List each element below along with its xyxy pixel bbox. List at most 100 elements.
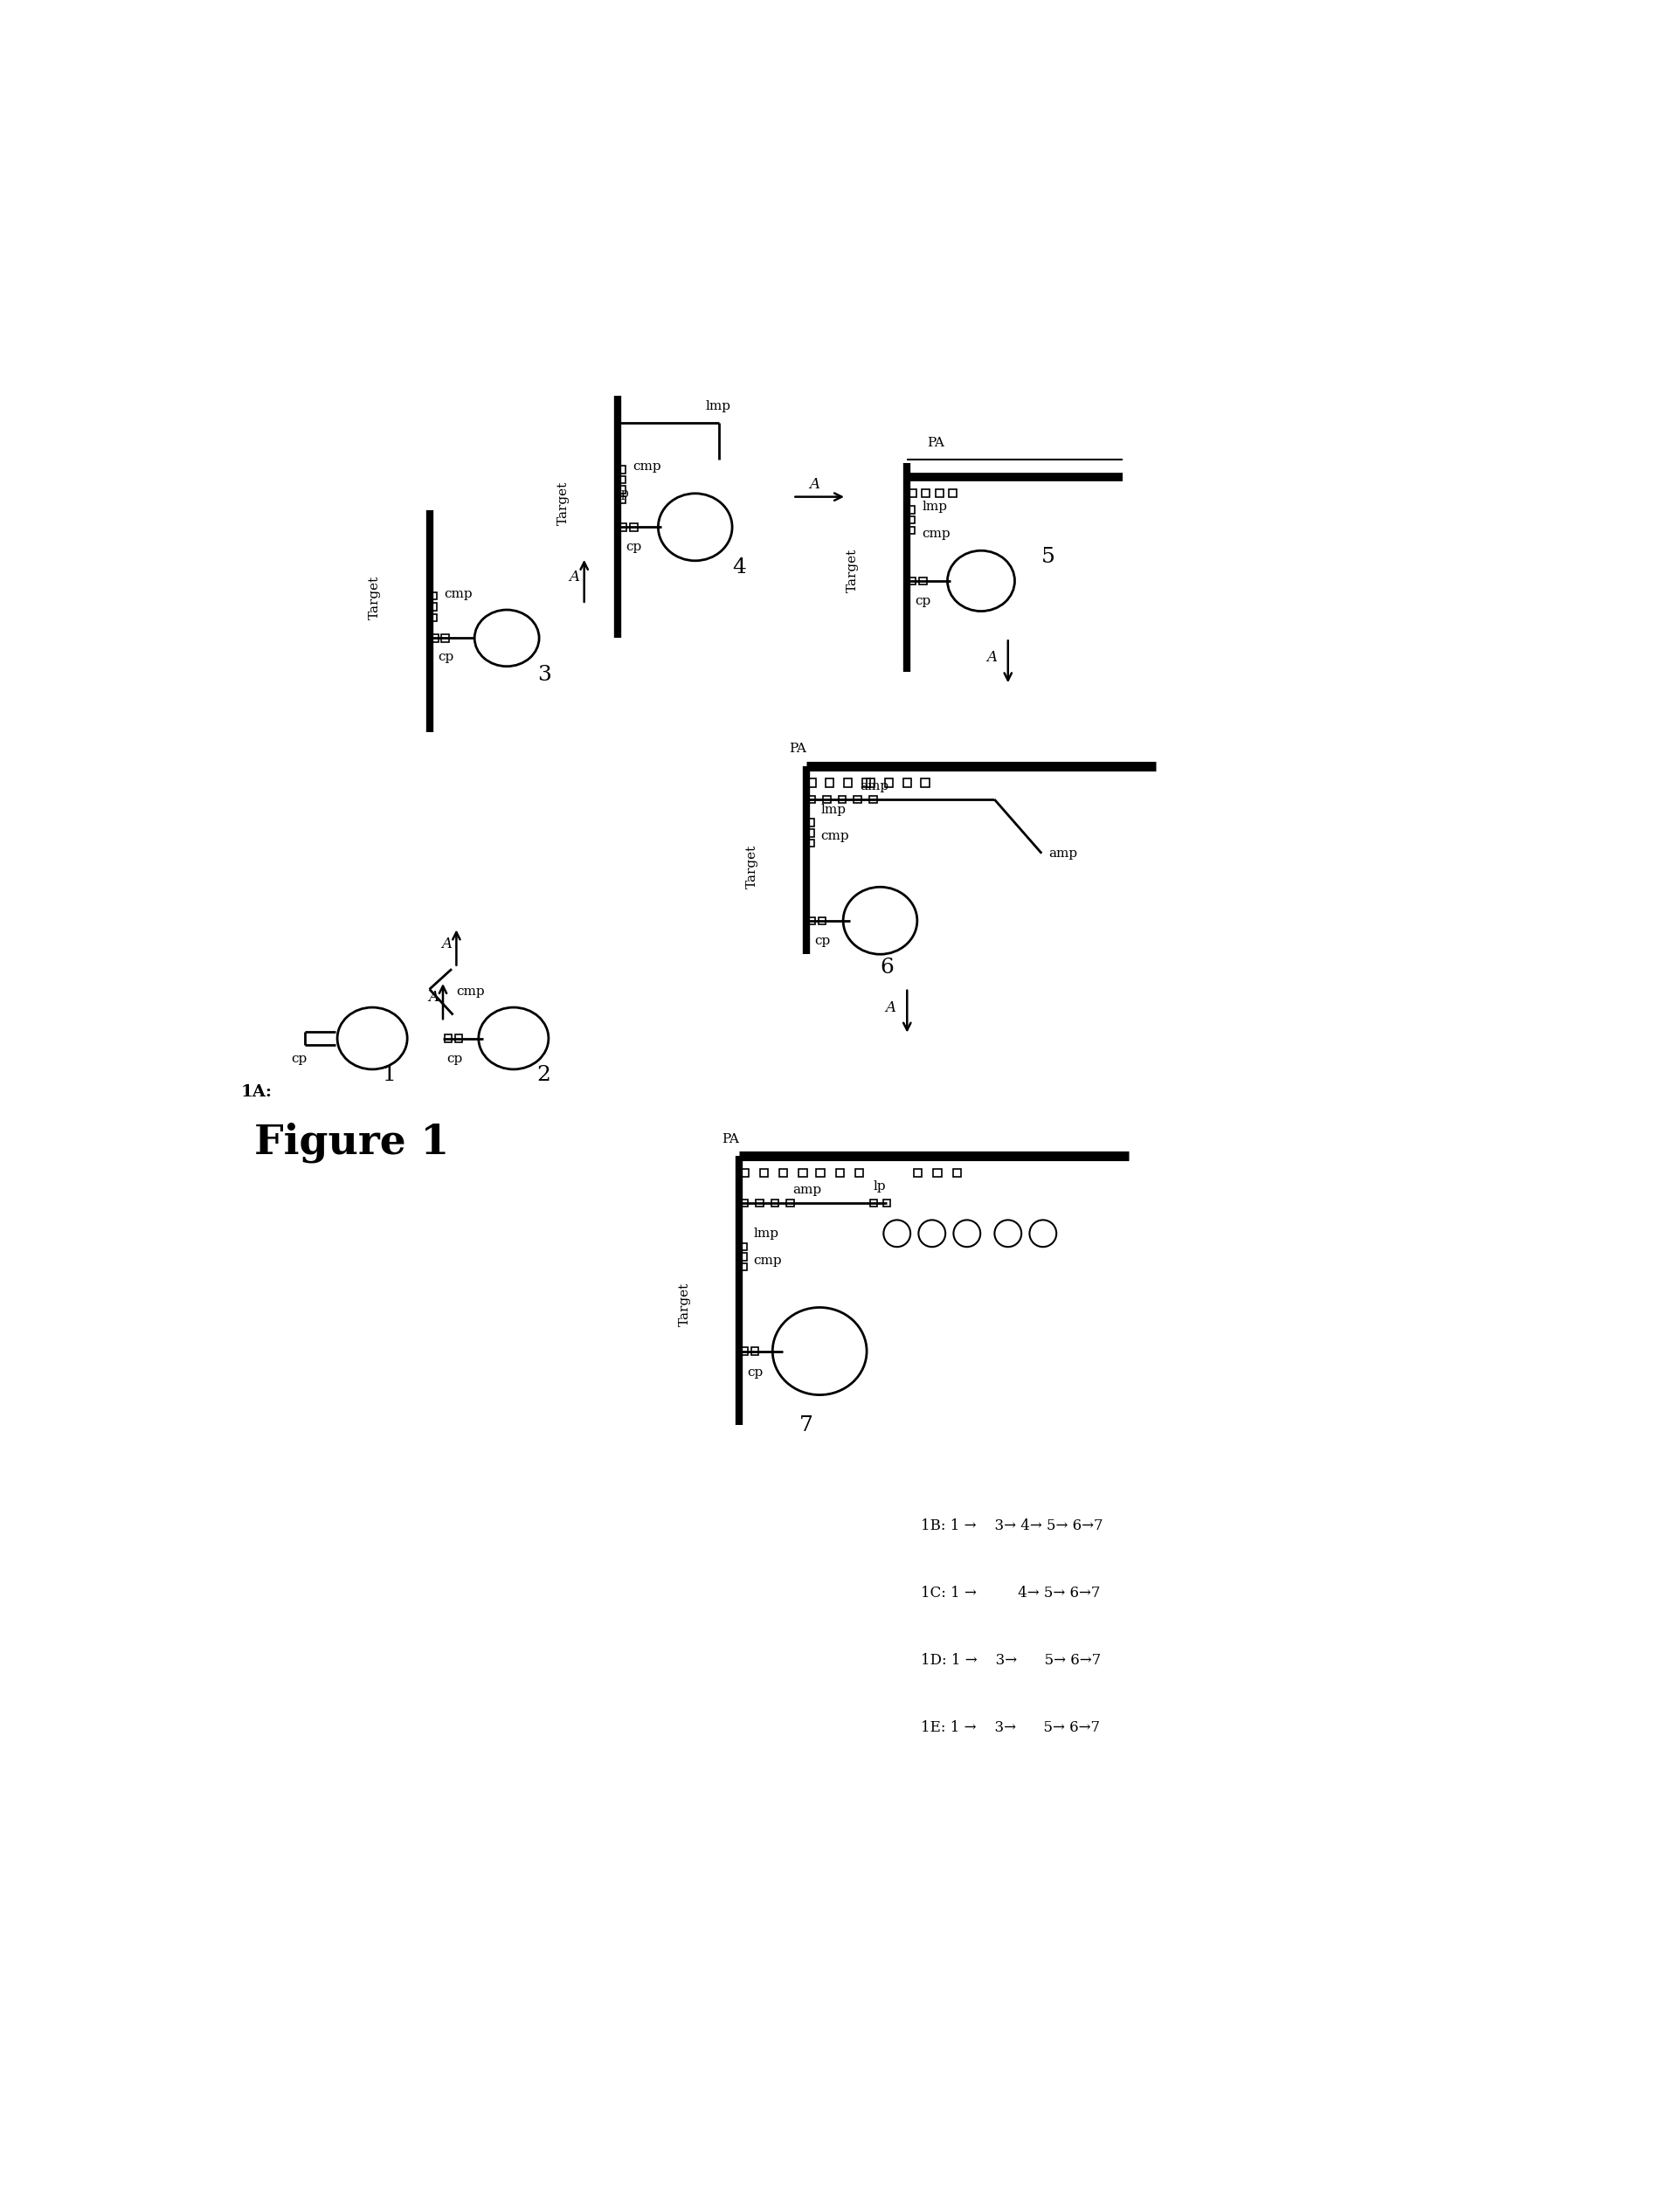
Text: lmp: lmp [922, 501, 948, 514]
Text: A: A [442, 935, 452, 951]
Text: 4: 4 [732, 558, 746, 578]
Bar [907, 505, 916, 514]
Bar [904, 779, 911, 788]
Bar [780, 1169, 788, 1178]
Bar [949, 490, 958, 499]
Text: Target: Target [746, 845, 758, 889]
Text: 1E: 1 →    3→      5→ 6→7: 1E: 1 → 3→ 5→ 6→7 [921, 1721, 1100, 1736]
Bar [808, 918, 815, 924]
Bar [771, 1200, 778, 1207]
Text: A: A [570, 569, 580, 585]
Bar [798, 1169, 806, 1178]
Text: A: A [986, 651, 996, 666]
Text: cp: cp [748, 1366, 763, 1379]
Bar [455, 1035, 462, 1041]
Text: Target: Target [847, 549, 858, 593]
Bar [430, 593, 437, 600]
Bar [808, 796, 815, 803]
Bar [618, 465, 625, 474]
Bar [620, 523, 627, 532]
Bar [907, 527, 916, 534]
Bar [430, 602, 437, 611]
Bar [953, 1169, 961, 1178]
Text: A: A [428, 990, 438, 1006]
Bar [843, 779, 852, 788]
Bar [855, 1169, 864, 1178]
Text: A: A [885, 999, 895, 1015]
Bar [936, 490, 944, 499]
Bar [444, 1035, 452, 1041]
Bar [430, 613, 437, 622]
Text: 1: 1 [383, 1065, 396, 1085]
Text: cmp: cmp [633, 461, 662, 472]
Bar [739, 1253, 746, 1260]
Bar [867, 779, 875, 788]
Bar [885, 779, 894, 788]
Bar [853, 796, 862, 803]
Bar [741, 1348, 748, 1354]
Text: cmp: cmp [822, 829, 850, 843]
Text: A: A [810, 476, 820, 492]
Text: lmp: lmp [754, 1227, 780, 1240]
Bar [825, 779, 833, 788]
Text: Target: Target [558, 481, 570, 525]
Bar [808, 779, 815, 788]
Text: 1C: 1 →         4→ 5→ 6→7: 1C: 1 → 4→ 5→ 6→7 [921, 1586, 1100, 1602]
Bar [739, 1264, 746, 1271]
Text: cp: cp [627, 540, 642, 554]
Bar [907, 516, 916, 523]
Bar [909, 490, 917, 499]
Bar [741, 1200, 748, 1207]
Bar [618, 496, 625, 503]
Text: cp: cp [292, 1052, 307, 1065]
Bar [919, 578, 927, 585]
Bar [618, 485, 625, 494]
Bar [870, 796, 877, 803]
Text: 1D: 1 →    3→      5→ 6→7: 1D: 1 → 3→ 5→ 6→7 [921, 1652, 1100, 1668]
Bar [442, 635, 449, 642]
Text: 6: 6 [880, 957, 894, 977]
Bar [870, 1200, 877, 1207]
Text: 5: 5 [1042, 547, 1055, 567]
Text: 1B: 1 →    3→ 4→ 5→ 6→7: 1B: 1 → 3→ 4→ 5→ 6→7 [921, 1518, 1102, 1533]
Text: PA: PA [927, 437, 944, 450]
Text: 2: 2 [538, 1065, 551, 1085]
Text: PA: PA [722, 1134, 739, 1145]
Bar [818, 918, 825, 924]
Bar [751, 1348, 758, 1354]
Text: amp: amp [860, 781, 889, 792]
Bar [618, 476, 625, 483]
Text: cmp: cmp [444, 589, 472, 600]
Bar [835, 1169, 843, 1178]
Text: amp: amp [793, 1185, 822, 1196]
Bar [934, 1169, 941, 1178]
Text: cp: cp [615, 488, 628, 499]
Text: 3: 3 [538, 664, 551, 686]
Bar [786, 1200, 795, 1207]
Bar [816, 1169, 825, 1178]
Text: PA: PA [790, 743, 806, 754]
Text: cmp: cmp [457, 986, 486, 997]
Text: lp: lp [874, 1180, 887, 1193]
Text: 1A:: 1A: [242, 1085, 272, 1101]
Bar [922, 490, 931, 499]
Bar [739, 1242, 746, 1251]
Bar [838, 796, 845, 803]
Text: cmp: cmp [922, 527, 951, 540]
Text: cp: cp [437, 651, 454, 664]
Bar [430, 635, 438, 642]
Bar [909, 578, 916, 585]
Bar [630, 523, 637, 532]
Bar [806, 829, 813, 836]
Text: Target: Target [370, 576, 381, 620]
Bar [921, 779, 929, 788]
Text: lmp: lmp [822, 803, 847, 816]
Bar [806, 818, 813, 827]
Bar [914, 1169, 922, 1178]
Text: cmp: cmp [754, 1255, 783, 1266]
Text: cp: cp [447, 1052, 462, 1065]
Bar [806, 838, 813, 847]
Text: lmp: lmp [706, 399, 731, 413]
Bar [741, 1169, 748, 1178]
Text: amp: amp [1048, 847, 1077, 860]
